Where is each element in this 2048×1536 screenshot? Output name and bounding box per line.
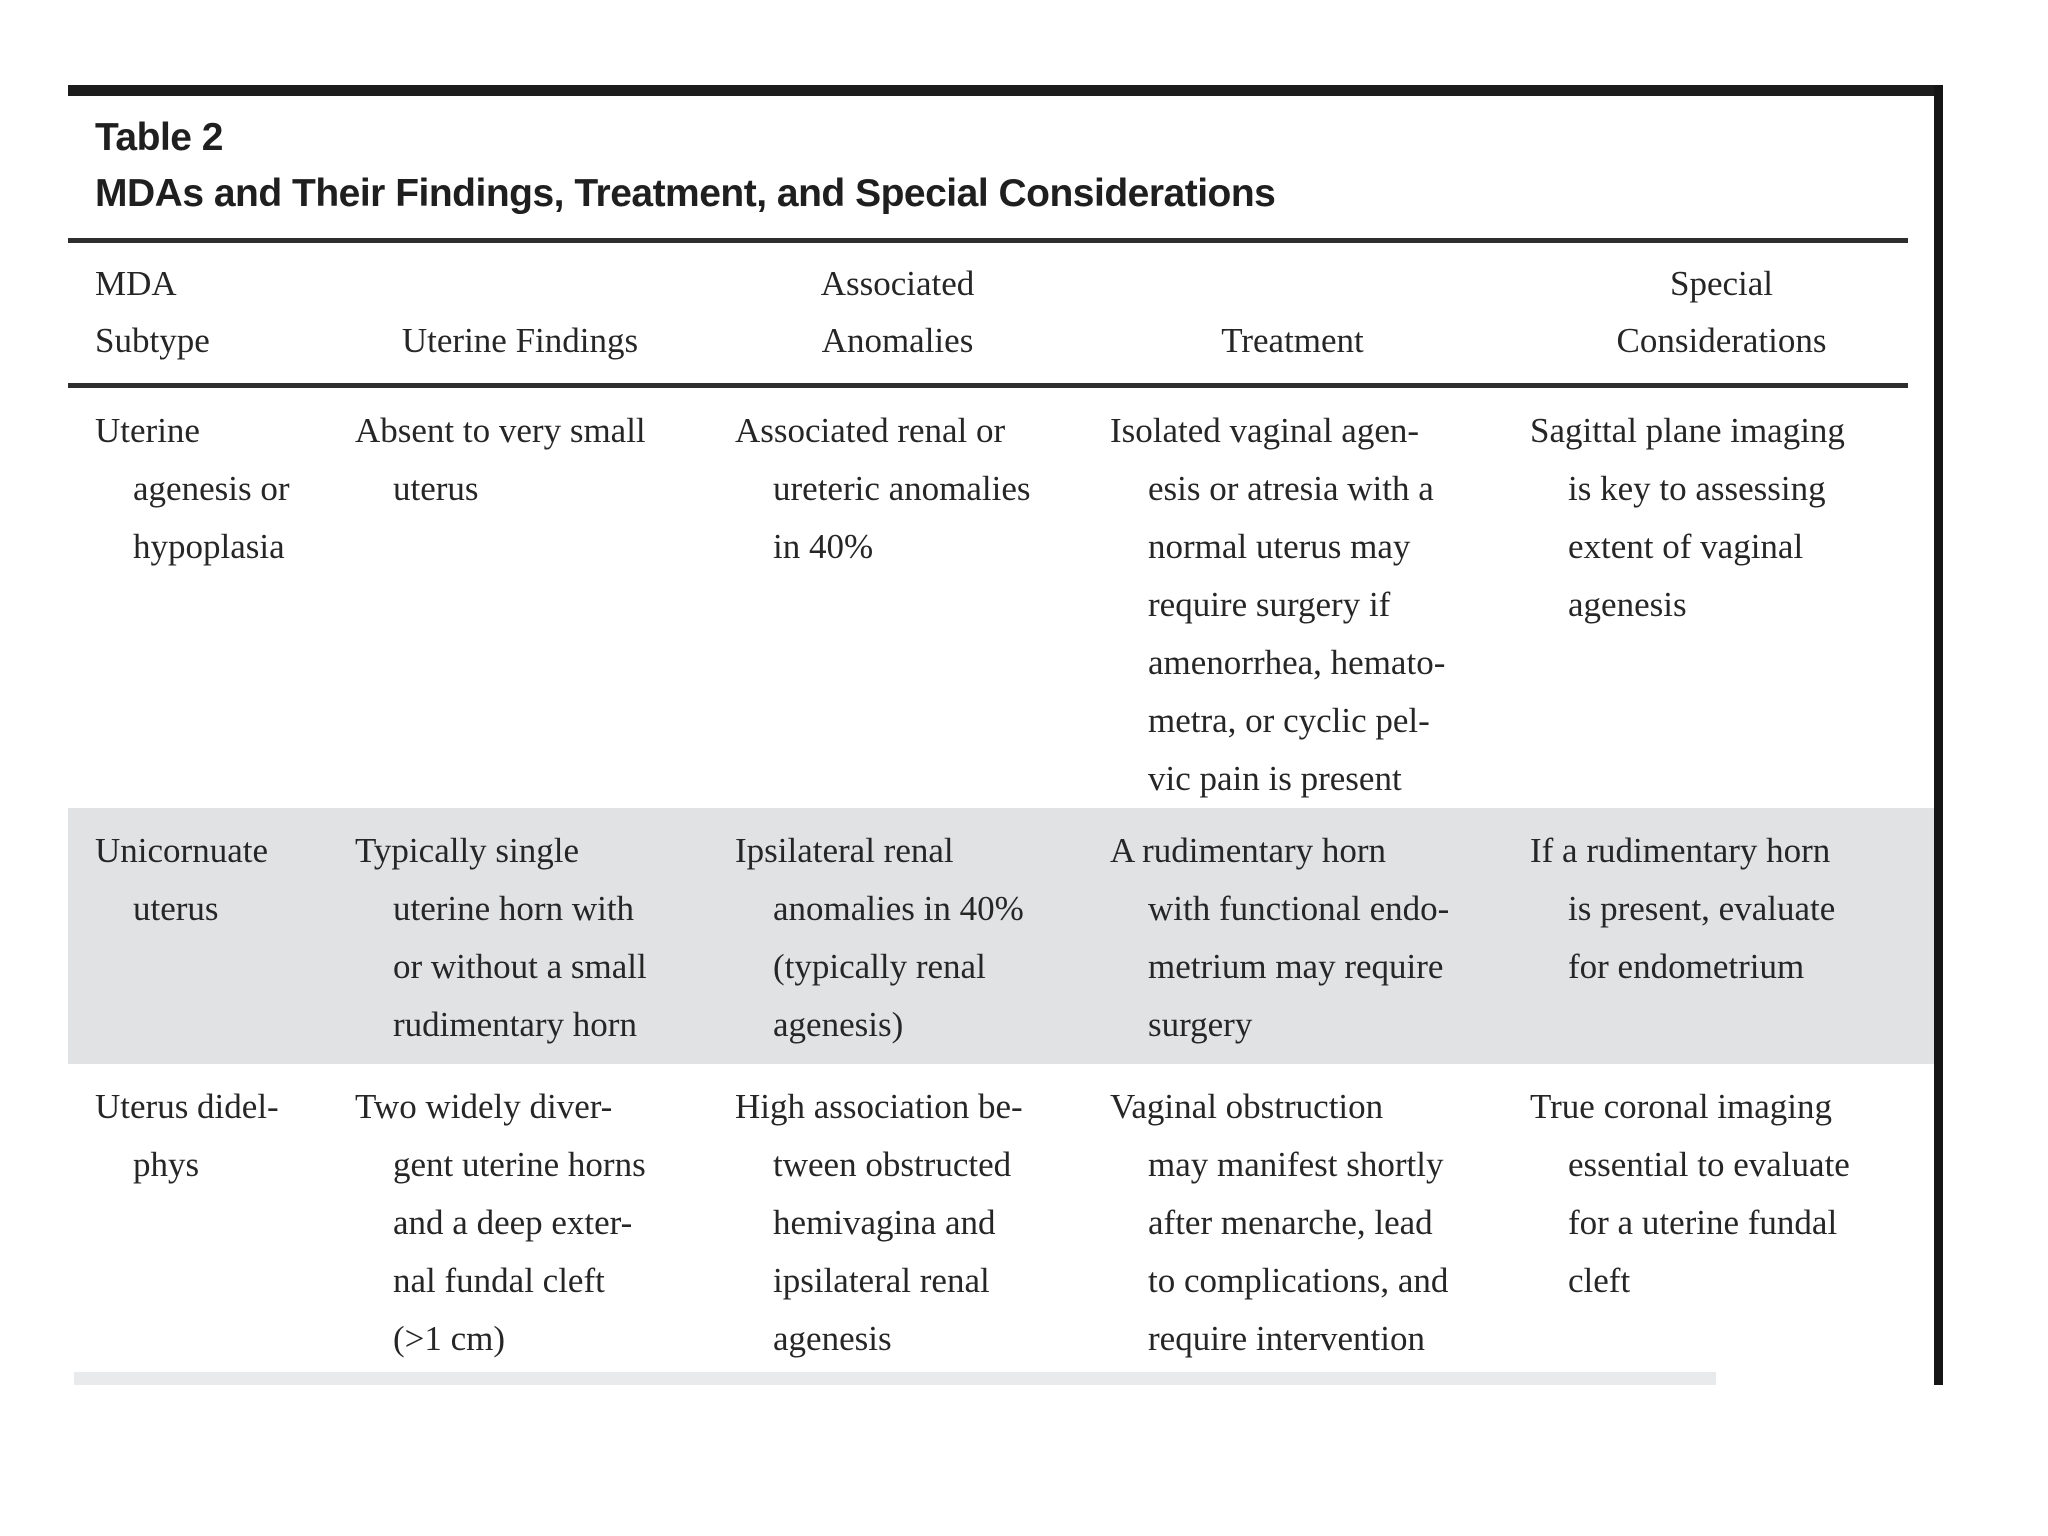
column-header-special-considerations: Special Considerations [1616, 264, 1827, 360]
cell-treatment: Vaginal obstruction may manifest shortly… [1110, 1087, 1449, 1358]
cell-associated-anomalies: High association be- tween obstructed he… [735, 1087, 1023, 1358]
table-top-rule [68, 85, 1943, 96]
table-row: Uterus didel- phys Two widely diver- gen… [68, 1064, 1943, 1372]
table-title: MDAs and Their Findings, Treatment, and … [95, 172, 1276, 215]
column-header-associated-anomalies: Associated Anomalies [820, 264, 975, 360]
cell-associated-anomalies: Associated renal or ureteric anomalies i… [735, 411, 1031, 566]
column-header-uterine-findings: Uterine Findings [401, 321, 639, 360]
table-title-block: Table 2 MDAs and Their Findings, Treatme… [68, 96, 1943, 238]
cell-treatment: Isolated vaginal agen- esis or atresia w… [1110, 411, 1446, 798]
cell-mda-subtype: Unicornuate uterus [95, 831, 268, 928]
table-row: Uterine agenesis or hypoplasia Absent to… [68, 388, 1943, 808]
cell-treatment: A rudimentary horn with functional endo-… [1110, 831, 1450, 1044]
header-divider-rule [68, 383, 1908, 388]
column-header-mda-subtype: MDA Subtype [95, 264, 210, 360]
cell-uterine-findings: Typically single uterine horn with or wi… [355, 831, 647, 1044]
cell-uterine-findings: Two widely diver- gent uterine horns and… [355, 1087, 646, 1358]
cell-associated-anomalies: Ipsilateral renal anomalies in 40% (typi… [735, 831, 1024, 1044]
cell-mda-subtype: Uterus didel- phys [95, 1087, 279, 1184]
table-row: Unicornuate uterus Typically single uter… [68, 808, 1943, 1064]
cell-special-considerations: Sagittal plane imaging is key to assessi… [1530, 411, 1845, 624]
column-header-treatment: Treatment [1221, 321, 1364, 360]
title-divider-rule [68, 238, 1908, 243]
cell-special-considerations: If a rudimentary horn is present, evalua… [1530, 831, 1836, 986]
cell-special-considerations: True coronal imaging essential to evalua… [1530, 1087, 1850, 1300]
table-2-region: Table 2 MDAs and Their Findings, Treatme… [68, 85, 1943, 1385]
cell-uterine-findings: Absent to very small uterus [355, 411, 646, 508]
table-header-row: MDA Subtype Uterine Findings Associated … [68, 243, 1943, 383]
table-right-border [1934, 85, 1943, 1385]
table-label: Table 2 [95, 116, 224, 159]
cropped-next-row-strip [74, 1372, 1716, 1385]
cell-mda-subtype: Uterine agenesis or hypoplasia [95, 411, 290, 566]
